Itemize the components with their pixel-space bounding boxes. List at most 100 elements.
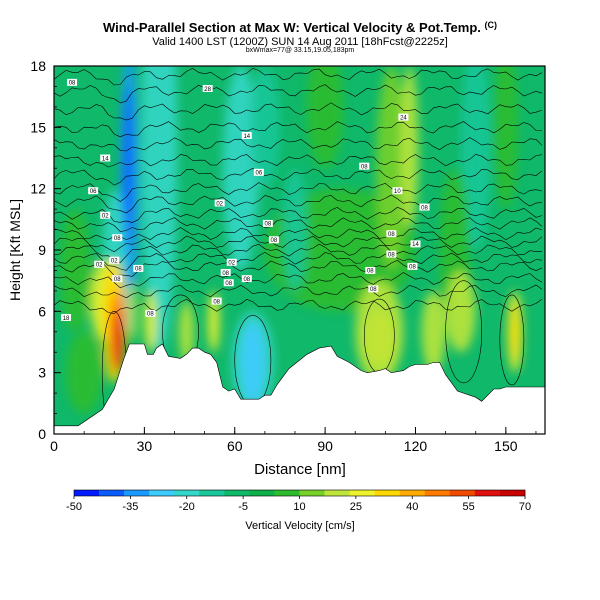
contour-label: 08	[69, 81, 76, 87]
colorbar-tick-label: -35	[122, 501, 138, 513]
contour-label-box	[392, 187, 403, 195]
contour-label-box	[359, 162, 370, 170]
y-tick-label: 0	[38, 426, 46, 442]
contour-label: 14	[243, 134, 250, 140]
contour-label-box	[94, 260, 105, 268]
colorbar-swatch	[149, 490, 175, 496]
contour-label-box	[61, 313, 72, 321]
contour-label-box	[67, 78, 78, 86]
colorbar-swatch	[274, 490, 300, 496]
contour-labels: 08 28 24 14 14 06 08 06 10 02 08 02 08 08 08 08 14 02 02 02…	[61, 78, 430, 322]
colorbar-tick-label: 55	[463, 501, 475, 513]
contour-label-box	[112, 234, 123, 242]
plot-area: 08 28 24 14 14 06 08 06 10 02 08 02 08 08 08 08 14 02 02 02…	[54, 66, 545, 434]
contour-label: 14	[102, 156, 109, 162]
contour-label-box	[100, 154, 111, 162]
contour-label-box	[419, 203, 430, 211]
contour-label: 08	[265, 222, 272, 228]
y-tick-label: 12	[30, 181, 46, 197]
x-axis: 0 30 60 90 120 150	[50, 427, 537, 454]
colorbar: -50 -35 -20 -5 10 25 40 55 70	[66, 489, 531, 513]
colorbar-swatch	[349, 490, 375, 496]
contour-label-box	[386, 230, 397, 238]
contour-label-box	[386, 250, 397, 258]
contour-label: 02	[102, 214, 109, 220]
contour-label: 08	[421, 205, 428, 211]
colorbar-swatch	[249, 490, 275, 496]
colorbar-swatch	[449, 490, 476, 496]
colorbar-swatch	[474, 490, 501, 496]
contour-label: 08	[147, 312, 154, 318]
colorbar-tick-label: 40	[406, 501, 418, 513]
colorbar-tick-label: -50	[66, 501, 82, 513]
contour-label: 10	[394, 189, 401, 195]
contour-label: 08	[409, 265, 416, 271]
contour-label-box	[211, 297, 222, 305]
contour-label-box	[241, 132, 252, 140]
contour-label: 06	[90, 189, 97, 195]
colorbar-swatch	[324, 490, 350, 496]
x-tick-label: 0	[50, 438, 58, 454]
colorbar-swatch	[424, 490, 451, 496]
contour-label-box	[241, 275, 252, 283]
contour-label: 08	[271, 238, 278, 244]
contour-label-box	[88, 187, 99, 195]
contour-label: 02	[216, 201, 223, 207]
colorbar-swatch	[374, 490, 401, 496]
colorbar-swatch	[74, 490, 100, 496]
colorbar-tick-label: -5	[238, 501, 248, 513]
contour-label: 08	[361, 164, 368, 170]
colorbar-tick-label: 25	[350, 501, 362, 513]
x-tick-label: 90	[317, 438, 333, 454]
contour-label: 18	[63, 316, 70, 322]
x-axis-label: Distance [nm]	[254, 461, 346, 478]
colorbar-swatch	[124, 490, 150, 496]
contour-label-box	[100, 211, 111, 219]
contour-label-box	[407, 262, 418, 270]
terrain	[54, 343, 545, 434]
chart-title: Wind-Parallel Section at Max W: Vertical…	[102, 20, 498, 35]
contour-label-box	[109, 256, 120, 264]
colorbar-swatch	[299, 490, 325, 496]
contour-label-box	[133, 264, 144, 272]
colorbar-tick-label: 10	[293, 501, 305, 513]
contour-label: 14	[412, 242, 419, 248]
colorbar-swatch	[174, 490, 200, 496]
contour-label: 08	[388, 232, 395, 238]
contour-label-box	[220, 268, 231, 276]
contour-label: 06	[255, 171, 262, 177]
contour-label: 08	[213, 299, 220, 305]
colorbar-swatch	[199, 490, 225, 496]
colorbar-swatch	[499, 490, 526, 496]
y-tick-label: 9	[38, 242, 46, 258]
x-tick-label: 60	[227, 438, 243, 454]
contour-label: 02	[96, 263, 103, 269]
colorbar-label: Vertical Velocity [cm/s]	[245, 520, 354, 532]
contour-label: 08	[222, 271, 229, 277]
y-tick-label: 3	[38, 365, 46, 381]
contour-label: 08	[243, 277, 250, 283]
y-axis-label: Height [Kft MSL]	[7, 199, 23, 301]
contour-label: 08	[114, 236, 121, 242]
x-tick-label: 120	[404, 438, 428, 454]
contour-label-box	[112, 275, 123, 283]
contour-label: 08	[135, 267, 142, 273]
x-tick-label: 150	[494, 438, 518, 454]
contour-label: 08	[370, 287, 377, 293]
contour-label-box	[410, 240, 421, 248]
chart-location: bxWmax=77@ 33.15,19.05,183pm	[245, 47, 355, 54]
contour-label: 24	[400, 115, 407, 121]
copyright-mark: (C)	[484, 20, 498, 30]
chart-subtitle: Valid 1400 LST (1200Z) SUN 14 Aug 2011 […	[152, 36, 448, 48]
colorbar-swatch	[399, 490, 426, 496]
x-tick-label: 30	[137, 438, 153, 454]
contour-label: 08	[225, 281, 232, 287]
contour-label: 02	[228, 261, 235, 267]
colorbar-tick-label: 70	[519, 501, 531, 513]
contour-label: 28	[204, 87, 211, 93]
contour-label: 08	[114, 277, 121, 283]
contour-label-box	[226, 258, 237, 266]
contour-label-box	[262, 219, 273, 227]
colorbar-tick-label: -20	[179, 501, 195, 513]
